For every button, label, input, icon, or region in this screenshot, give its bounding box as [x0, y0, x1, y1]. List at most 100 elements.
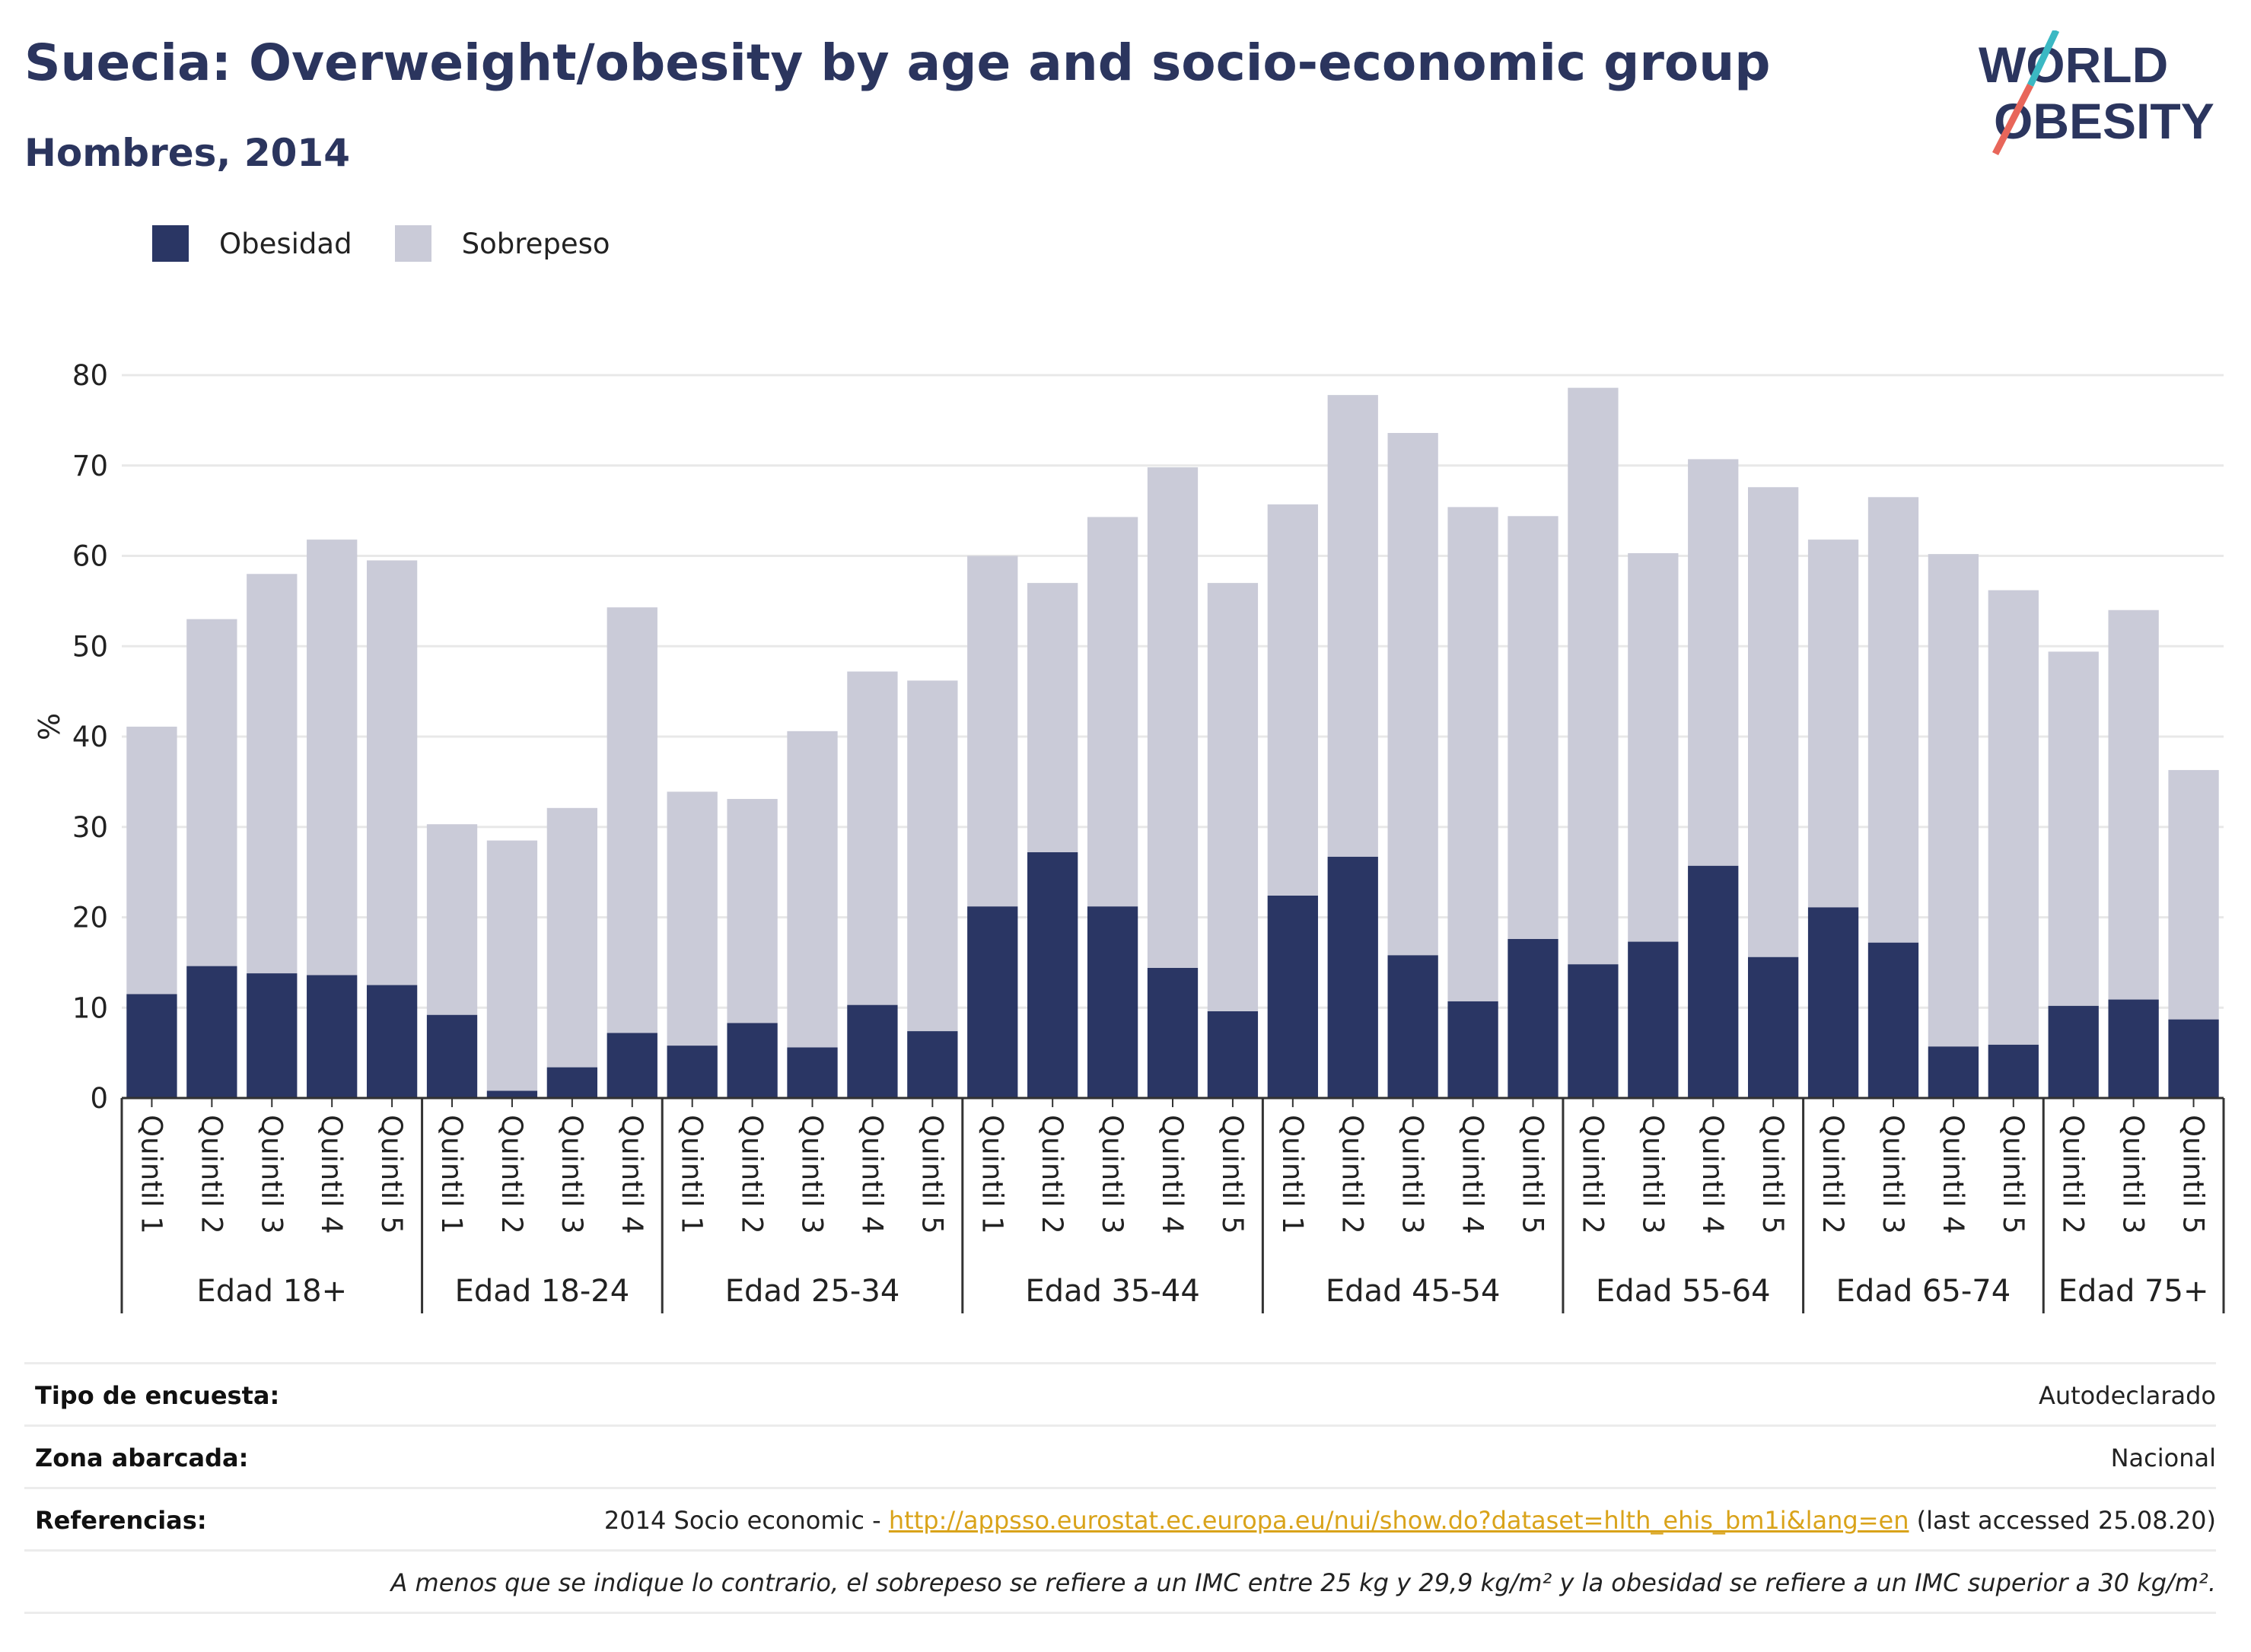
bar-sobrepeso [1568, 387, 1619, 965]
bar-sobrepeso [1867, 497, 1919, 943]
bar-sobrepeso [1027, 583, 1078, 852]
bar-obesidad [667, 1046, 718, 1098]
bar-obesidad [426, 1014, 478, 1098]
group-label: Edad 65-74 [1836, 1274, 2011, 1309]
y-tick-label: 10 [72, 992, 108, 1024]
bar-obesidad [486, 1090, 538, 1098]
group-label: Edad 55-64 [1596, 1274, 1771, 1309]
y-tick-label: 60 [72, 540, 108, 573]
meta-row-references: Referencias: 2014 Socio economic - http:… [24, 1487, 2216, 1552]
bar-sobrepeso [186, 619, 237, 966]
bar-obesidad [907, 1031, 958, 1098]
bar-sobrepeso [366, 560, 418, 985]
bar-obesidad [1327, 856, 1378, 1098]
bar-sobrepeso [307, 540, 358, 976]
x-tick-label: Quintil 2 [1336, 1115, 1369, 1234]
bar-sobrepeso [607, 607, 657, 1033]
x-tick-label: Quintil 3 [556, 1115, 588, 1234]
bar-obesidad [1867, 942, 1919, 1098]
bar-obesidad [1628, 941, 1679, 1098]
bar-sobrepeso [1087, 517, 1138, 907]
x-tick-label: Quintil 5 [1756, 1115, 1789, 1234]
legend-label-sobrepeso: Sobrepeso [461, 227, 610, 260]
y-tick-label: 0 [90, 1082, 108, 1115]
group-label: Edad 18-24 [455, 1274, 630, 1309]
bar-obesidad [1508, 939, 1559, 1098]
bar-sobrepeso [1928, 554, 1979, 1047]
bar-obesidad [1087, 906, 1138, 1098]
survey-type-value: Autodeclarado [2038, 1381, 2216, 1410]
x-tick-label: Quintil 3 [1877, 1115, 1909, 1234]
x-tick-label: Quintil 1 [135, 1115, 167, 1234]
references-label: Referencias: [35, 1506, 207, 1535]
x-tick-label: Quintil 1 [1276, 1115, 1309, 1234]
legend-swatch-sobrepeso [394, 225, 431, 262]
bar-obesidad [1747, 957, 1799, 1098]
x-tick-label: Quintil 2 [2057, 1115, 2090, 1234]
area-label: Zona abarcada: [35, 1444, 249, 1472]
x-tick-label: Quintil 5 [915, 1115, 948, 1234]
bar-sobrepeso [2048, 651, 2099, 1006]
bar-obesidad [1688, 865, 1739, 1098]
x-tick-label: Quintil 3 [2117, 1115, 2150, 1234]
y-tick-label: 20 [72, 902, 108, 934]
bar-sobrepeso [787, 731, 838, 1048]
x-tick-label: Quintil 3 [255, 1115, 288, 1234]
group-label: Edad 45-54 [1326, 1274, 1501, 1309]
legend-item-sobrepeso[interactable]: Sobrepeso [394, 225, 610, 262]
bar-sobrepeso [667, 791, 718, 1046]
bar-sobrepeso [1628, 552, 1679, 942]
references-link[interactable]: http://appsso.eurostat.ec.europa.eu/nui/… [888, 1506, 1909, 1535]
chart-legend: Obesidad Sobrepeso [152, 225, 653, 262]
logo-text-obesity: OBESITY [1994, 93, 2214, 149]
x-tick-label: Quintil 2 [736, 1115, 769, 1234]
x-tick-label: Quintil 4 [616, 1115, 648, 1234]
bar-sobrepeso [967, 555, 1018, 907]
bar-obesidad [607, 1033, 657, 1098]
world-obesity-logo: WORLD OBESITY [1979, 30, 2214, 156]
bar-obesidad [1928, 1046, 1979, 1098]
legend-swatch-obesidad [152, 225, 189, 262]
bar-obesidad [2108, 999, 2159, 1098]
bar-sobrepeso [907, 680, 958, 1032]
bar-obesidad [1267, 896, 1318, 1098]
x-tick-label: Quintil 3 [796, 1115, 829, 1234]
group-label: Edad 25-34 [725, 1274, 900, 1309]
x-tick-label: Quintil 5 [1216, 1115, 1249, 1234]
y-tick-label: 50 [72, 630, 108, 663]
x-tick-label: Quintil 3 [1096, 1115, 1129, 1234]
x-tick-label: Quintil 3 [1636, 1115, 1669, 1234]
x-tick-label: Quintil 1 [435, 1115, 468, 1234]
x-tick-label: Quintil 5 [375, 1115, 408, 1234]
references-value: 2014 Socio economic - http://appsso.euro… [604, 1506, 2216, 1535]
y-tick-label: 80 [72, 359, 108, 392]
group-label: Edad 35-44 [1025, 1274, 1200, 1309]
y-tick-label: 40 [72, 721, 108, 753]
legend-item-obesidad[interactable]: Obesidad [152, 225, 352, 262]
bar-sobrepeso [1447, 507, 1498, 1001]
x-tick-label: Quintil 5 [1516, 1115, 1549, 1234]
bar-sobrepeso [1807, 540, 1859, 908]
bar-obesidad [186, 966, 237, 1098]
x-tick-label: Quintil 4 [855, 1115, 888, 1234]
y-axis-label: % [33, 713, 66, 740]
x-tick-label: Quintil 5 [2177, 1115, 2210, 1234]
group-label: Edad 18+ [196, 1274, 347, 1309]
logo-text-world: WORLD [1979, 37, 2168, 93]
x-tick-label: Quintil 2 [1576, 1115, 1609, 1234]
bar-obesidad [787, 1047, 838, 1098]
x-tick-label: Quintil 3 [1396, 1115, 1429, 1234]
meta-bottom-rule [24, 1612, 2216, 1614]
bar-sobrepeso [727, 798, 778, 1023]
bar-obesidad [546, 1067, 598, 1098]
bar-obesidad [967, 906, 1018, 1098]
x-tick-label: Quintil 4 [315, 1115, 348, 1234]
bar-obesidad [126, 994, 177, 1098]
bar-sobrepeso [126, 726, 177, 995]
x-tick-label: Quintil 4 [1457, 1115, 1489, 1234]
x-tick-label: Quintil 4 [1696, 1115, 1729, 1234]
bar-obesidad [847, 1004, 898, 1098]
bar-obesidad [1207, 1011, 1259, 1098]
bar-obesidad [1147, 968, 1199, 1098]
bar-obesidad [1807, 907, 1859, 1098]
